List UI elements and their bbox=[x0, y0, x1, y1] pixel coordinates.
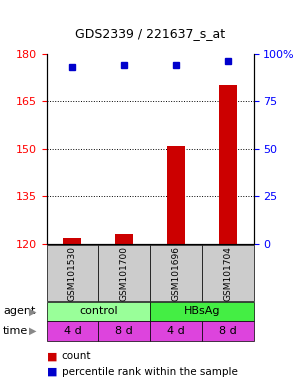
Text: ■: ■ bbox=[46, 351, 57, 361]
Text: 8 d: 8 d bbox=[115, 326, 133, 336]
Text: ▶: ▶ bbox=[29, 326, 36, 336]
Text: GSM101530: GSM101530 bbox=[68, 246, 77, 301]
Text: 8 d: 8 d bbox=[219, 326, 236, 336]
Text: percentile rank within the sample: percentile rank within the sample bbox=[61, 367, 237, 377]
Text: control: control bbox=[79, 306, 118, 316]
Text: HBsAg: HBsAg bbox=[184, 306, 220, 316]
Text: agent: agent bbox=[3, 306, 35, 316]
Text: 4 d: 4 d bbox=[167, 326, 185, 336]
Text: ▶: ▶ bbox=[29, 306, 36, 316]
Text: GSM101696: GSM101696 bbox=[171, 246, 180, 301]
Bar bbox=[167, 146, 185, 244]
Text: 4 d: 4 d bbox=[64, 326, 81, 336]
Bar bbox=[63, 237, 81, 244]
Text: GDS2339 / 221637_s_at: GDS2339 / 221637_s_at bbox=[75, 27, 225, 40]
Text: GSM101700: GSM101700 bbox=[120, 246, 129, 301]
Text: ■: ■ bbox=[46, 367, 57, 377]
Text: GSM101704: GSM101704 bbox=[223, 246, 232, 301]
Bar bbox=[115, 234, 133, 244]
Bar bbox=[219, 86, 237, 244]
Text: count: count bbox=[61, 351, 91, 361]
Text: time: time bbox=[3, 326, 28, 336]
